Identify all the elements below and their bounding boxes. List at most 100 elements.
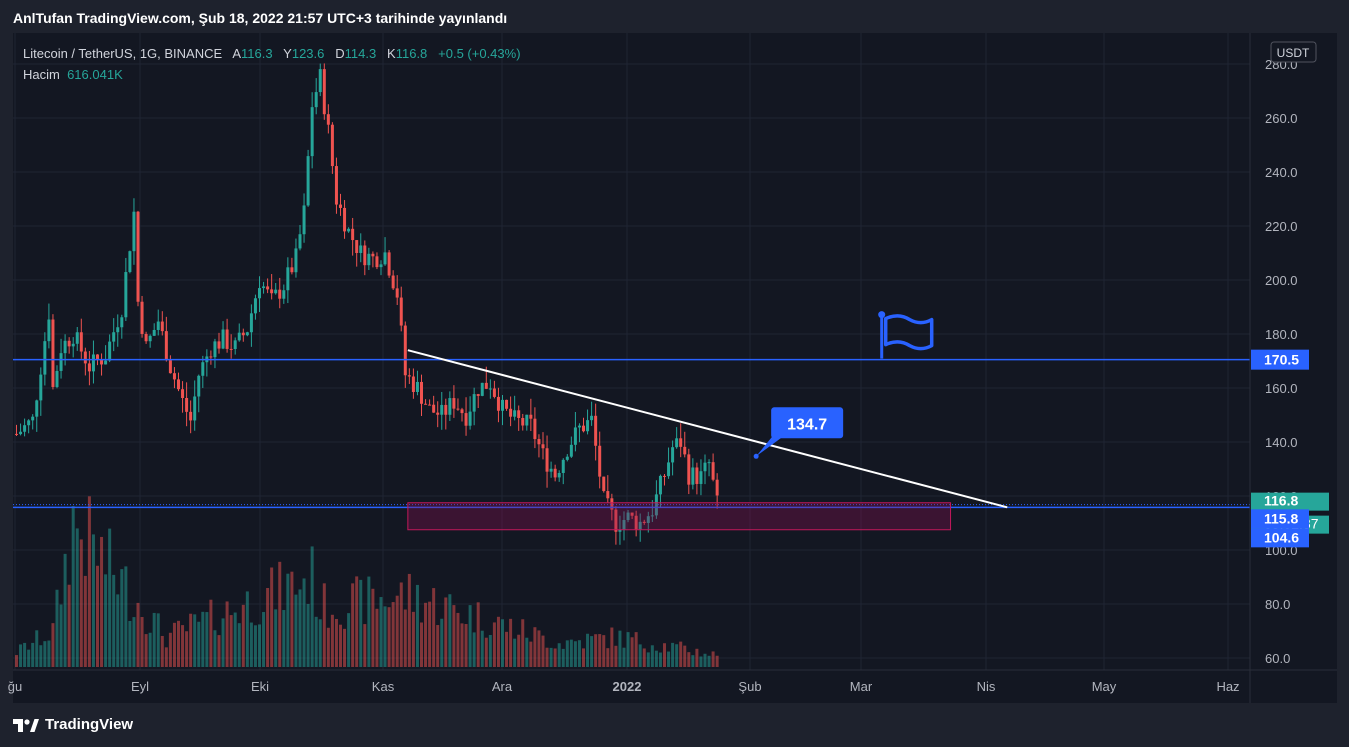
volume-bar (100, 536, 104, 667)
volume-bar (634, 632, 638, 667)
volume-bar (302, 578, 306, 667)
candle (614, 509, 618, 532)
callout-box[interactable] (771, 407, 844, 439)
candle (47, 319, 51, 342)
volume-bar (420, 622, 423, 667)
volume-bar (480, 630, 484, 667)
candle (464, 413, 468, 426)
footer-brand[interactable]: TradingView (13, 716, 133, 733)
candle (237, 332, 241, 341)
candle (634, 515, 638, 530)
volume-bar (148, 632, 152, 667)
candle (715, 479, 719, 496)
candle (379, 264, 383, 268)
volume-bar (23, 642, 27, 667)
candle (286, 267, 290, 291)
candle (290, 267, 294, 273)
candle (100, 359, 104, 365)
volume-bar (375, 608, 379, 667)
volume-bar (282, 610, 286, 667)
volume-bar (258, 624, 261, 667)
volume-bar (452, 605, 456, 667)
volume-legend: Hacim 616.041K (23, 67, 123, 82)
candle (428, 404, 432, 406)
support-zone-rectangle[interactable] (407, 502, 952, 531)
candle (646, 516, 650, 523)
candle (602, 476, 606, 492)
candle (557, 472, 561, 478)
candle (675, 438, 679, 448)
candle (213, 341, 217, 358)
volume-bar (517, 634, 521, 667)
volume-bar (630, 637, 634, 667)
volume-bar (355, 576, 359, 667)
volume-bar (667, 651, 671, 667)
volume-bar (15, 655, 18, 667)
volume-bar (128, 620, 132, 667)
tradingview-logo-icon (13, 718, 39, 732)
candle (144, 333, 148, 342)
candle (371, 253, 375, 257)
volume-bar (695, 648, 699, 667)
volume-bar (339, 624, 342, 667)
volume-bar (71, 506, 75, 667)
candle (270, 289, 274, 294)
chart-frame (13, 33, 1337, 703)
candle (501, 399, 504, 411)
volume-bar (322, 583, 326, 667)
candle (306, 156, 310, 206)
volume-bar (488, 634, 492, 667)
volume-bar (221, 618, 225, 667)
volume-bar (411, 611, 415, 667)
candle (217, 341, 221, 349)
volume-bar (217, 635, 221, 667)
volume-bar (391, 602, 395, 667)
candle (35, 400, 39, 417)
candle (533, 418, 537, 440)
price-axis-label-box (1251, 492, 1329, 511)
volume-bar (496, 616, 500, 667)
candle (610, 498, 614, 510)
candle (197, 375, 201, 397)
candle (407, 375, 411, 377)
price-tick-label: 160.0 (1265, 381, 1298, 396)
high-value: 123.6 (291, 46, 325, 61)
candle (565, 456, 569, 460)
price-axis-label-box (1251, 349, 1309, 370)
volume-bar (484, 637, 488, 667)
candle (440, 404, 444, 415)
candle (573, 427, 577, 445)
volume-bar (460, 623, 464, 667)
time-tick-label: Mar (850, 679, 873, 694)
volume-bar (671, 642, 675, 667)
candle (164, 331, 168, 361)
trendline[interactable] (407, 349, 1008, 509)
candle (622, 520, 626, 530)
volume-bar (715, 655, 719, 667)
volume-bar (606, 648, 610, 667)
candle (448, 398, 452, 415)
candle (15, 433, 18, 435)
volume-bar (326, 627, 330, 667)
candle (492, 388, 496, 397)
candle (545, 448, 549, 472)
volume-bar (229, 615, 233, 667)
candle (229, 348, 233, 350)
volume-bar (533, 627, 537, 667)
candle (375, 256, 379, 268)
candle (671, 447, 675, 463)
volume-bar (638, 644, 642, 667)
candle (577, 425, 581, 428)
candle (249, 313, 253, 333)
candle (96, 354, 99, 360)
flag-icon[interactable] (878, 311, 934, 359)
volume-bar (586, 633, 590, 667)
candle (569, 444, 573, 457)
low-value: 114.3 (344, 46, 377, 61)
currency-box[interactable] (1270, 41, 1317, 63)
symbol-label[interactable]: Litecoin / TetherUS, 1G, BINANCE (23, 46, 223, 61)
candle (687, 454, 691, 485)
volume-bar (582, 648, 585, 667)
candle (695, 467, 699, 484)
